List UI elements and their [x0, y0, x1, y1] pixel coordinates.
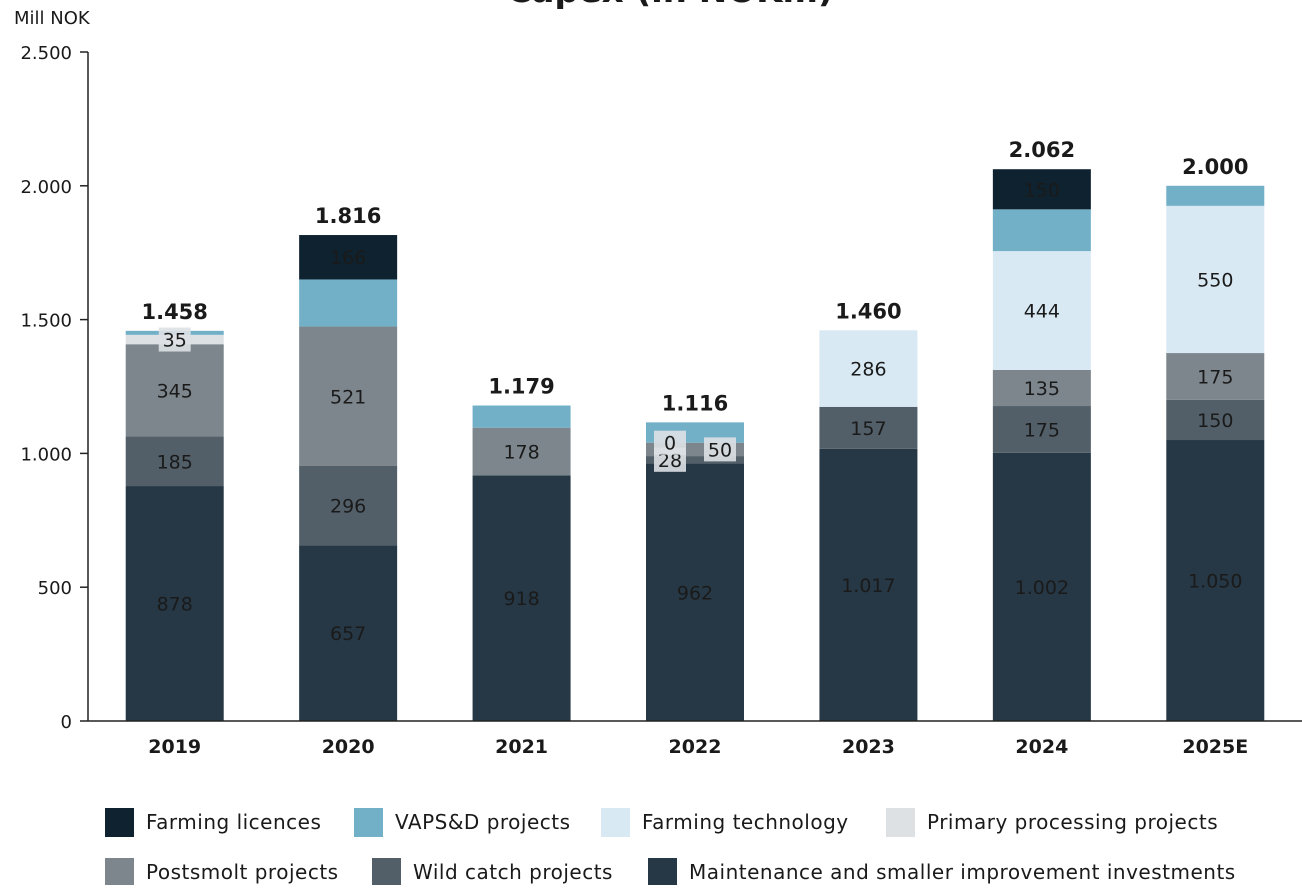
x-tick-label: 2025E: [1182, 736, 1248, 758]
bar-segment: [472, 475, 571, 721]
x-tick-label: 2022: [669, 736, 722, 758]
x-tick-label: 2024: [1015, 736, 1068, 758]
x-tick-label: 2021: [495, 736, 548, 758]
bar-segment: [992, 209, 1091, 252]
legend-label: Wild catch projects: [413, 860, 613, 884]
y-tick-label: 500: [38, 578, 72, 599]
bar-segment: [472, 405, 571, 428]
y-tick-label: 1.000: [20, 444, 72, 465]
legend-label: Farming licences: [146, 810, 321, 834]
bar-segment: [299, 279, 398, 327]
value-label: 550: [1197, 269, 1233, 291]
total-label: 1.179: [488, 374, 554, 398]
value-label: 150: [1024, 179, 1060, 201]
y-tick-label: 1.500: [20, 311, 72, 332]
y-tick-label: 2.000: [20, 177, 72, 198]
value-label: 157: [850, 418, 886, 440]
legend-swatch: [105, 858, 134, 887]
legend-label: Primary processing projects: [927, 810, 1218, 834]
bar-segment: [992, 452, 1091, 721]
bar-segment: [992, 251, 1091, 370]
bar-segment: [1166, 399, 1265, 441]
total-label: 1.116: [662, 391, 728, 415]
value-label: 878: [157, 594, 193, 616]
value-label: 918: [503, 588, 539, 610]
legend-swatch: [648, 858, 677, 887]
bar-segment: [1166, 185, 1265, 206]
y-tick-label: 2.500: [20, 43, 72, 64]
y-axis-label: Mill NOK: [14, 8, 91, 29]
value-label: 0: [664, 433, 676, 455]
bar-segment: [1166, 353, 1265, 400]
legend-swatch: [354, 808, 383, 837]
value-label: 521: [330, 386, 366, 408]
value-label: 50: [708, 439, 732, 461]
x-tick-label: 2020: [322, 736, 375, 758]
bar-segment: [299, 235, 398, 280]
bar-segment: [992, 406, 1091, 453]
label-background: [158, 327, 191, 352]
value-label: 150: [1197, 410, 1233, 432]
legend-swatch: [105, 808, 134, 837]
value-label: 175: [1197, 366, 1233, 388]
bar-segment: [992, 169, 1091, 210]
value-label: 166: [330, 247, 366, 269]
value-label: 296: [330, 496, 366, 518]
value-label: 345: [157, 380, 193, 402]
bar-segment: [125, 436, 224, 487]
value-label: 1.017: [841, 575, 895, 597]
bar-segment: [819, 330, 918, 407]
legend-label: Farming technology: [642, 810, 849, 834]
legend-swatch: [886, 808, 915, 837]
x-tick-label: 2023: [842, 736, 895, 758]
label-background: [654, 430, 686, 455]
bar-segment: [299, 545, 398, 721]
chart-title: Capex (in NOKm): [507, 0, 834, 11]
value-label: 175: [1024, 419, 1060, 441]
value-label: 1.050: [1188, 571, 1242, 593]
bar-segment: [646, 463, 744, 721]
value-label: 962: [677, 582, 713, 604]
value-label: 35: [163, 330, 187, 352]
value-label: 178: [503, 442, 539, 464]
total-label: 2.062: [1009, 138, 1075, 162]
bar-segment: [299, 465, 398, 546]
total-label: 1.460: [835, 299, 901, 323]
bar-segment: [1166, 440, 1265, 721]
label-background: [704, 437, 736, 462]
legend-label: Maintenance and smaller improvement inve…: [689, 860, 1236, 884]
value-label: 657: [330, 623, 366, 645]
y-tick-label: 0: [61, 712, 72, 733]
bar-segment: [299, 326, 398, 466]
legend-swatch: [372, 858, 401, 887]
legend-label: Postsmolt projects: [146, 860, 339, 884]
bar-segment: [819, 406, 918, 449]
value-label: 185: [157, 451, 193, 473]
legend-swatch: [601, 808, 630, 837]
bar-segment: [125, 486, 224, 721]
total-label: 2.000: [1182, 155, 1248, 179]
bar-segment: [646, 456, 744, 464]
bar-segment: [472, 427, 571, 476]
total-label: 1.816: [315, 204, 381, 228]
value-label: 28: [658, 450, 682, 472]
value-label: 444: [1024, 301, 1060, 323]
bar-segment: [125, 344, 224, 437]
value-label: 286: [850, 359, 886, 381]
bar-segment: [819, 448, 918, 721]
bar-segment: [992, 369, 1091, 407]
total-label: 1.458: [141, 300, 207, 324]
value-label: 135: [1024, 378, 1060, 400]
value-label: 1.002: [1015, 577, 1069, 599]
x-tick-label: 2019: [148, 736, 201, 758]
legend-label: VAPS&D projects: [395, 810, 571, 834]
bar-segment: [1166, 205, 1265, 354]
